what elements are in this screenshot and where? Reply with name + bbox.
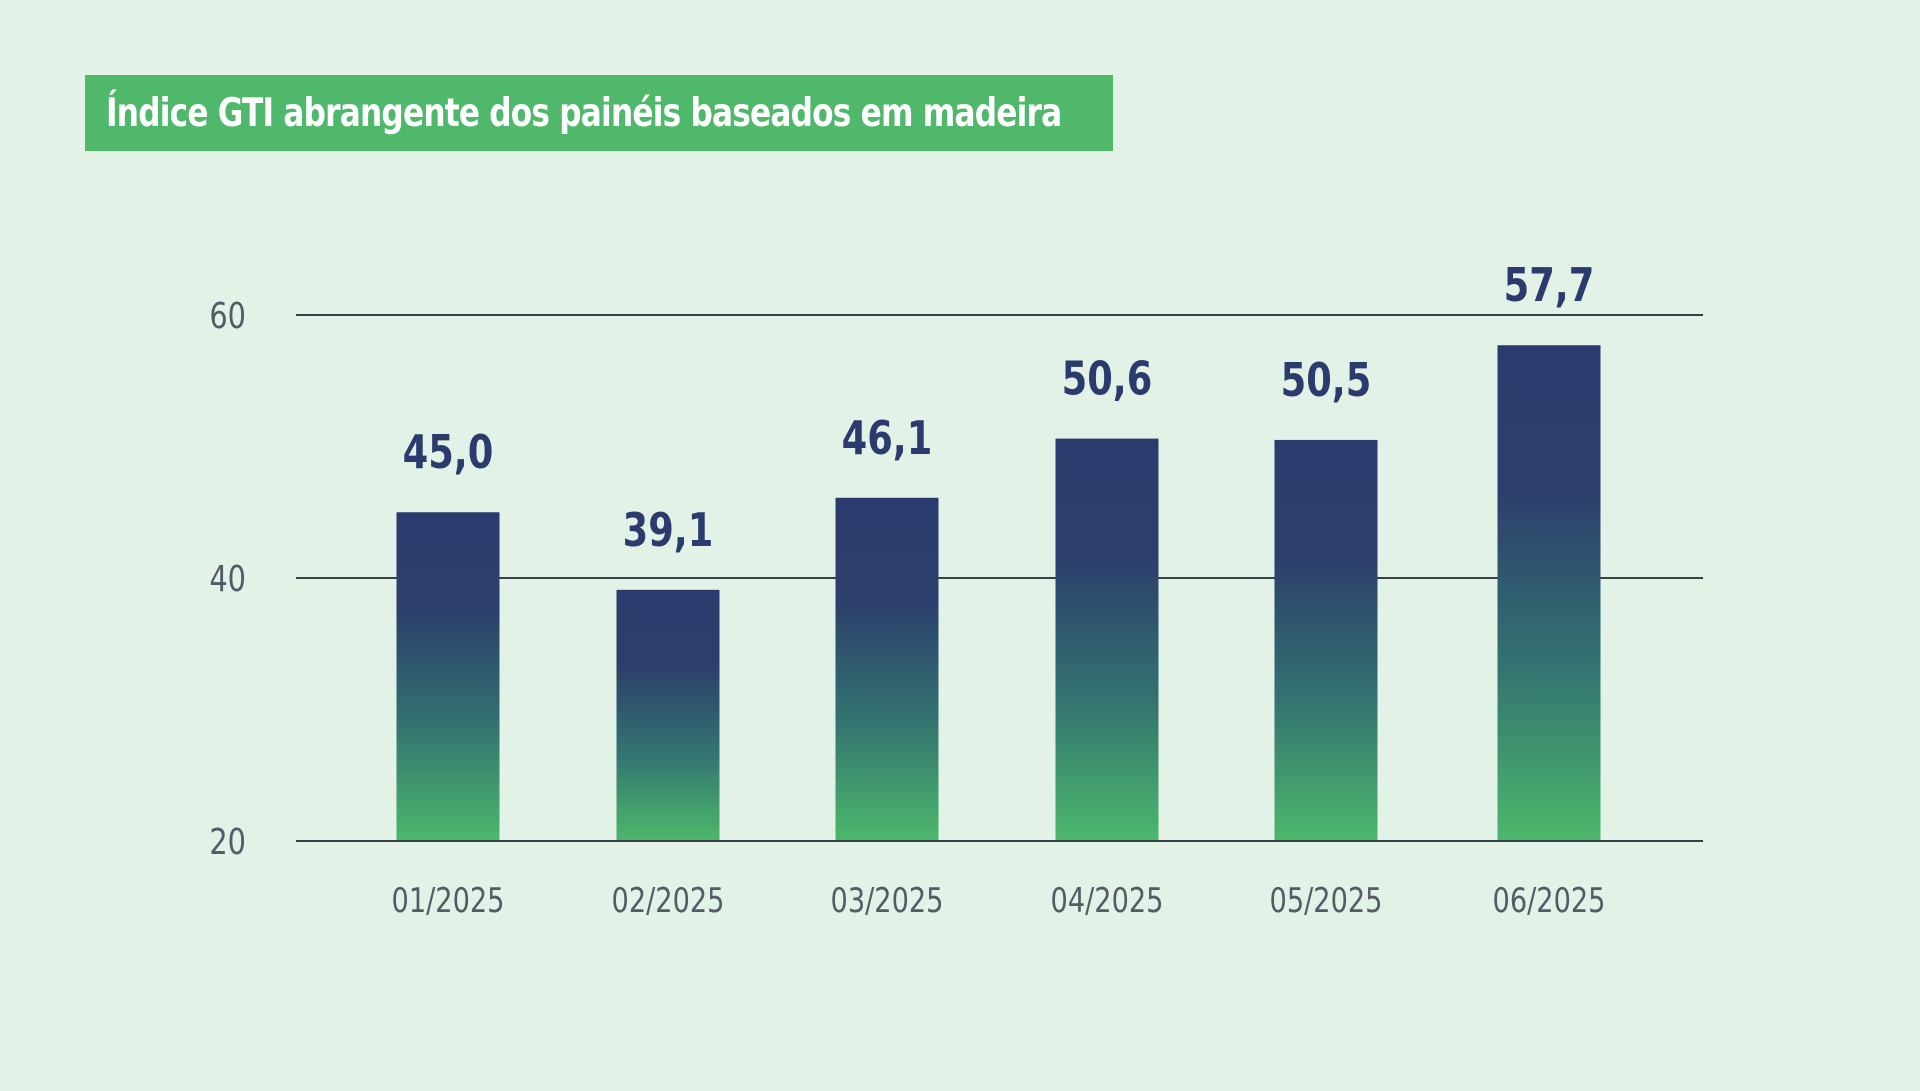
bars	[396, 345, 1601, 841]
bar-04-2025	[1055, 438, 1159, 841]
x-category-label: 05/2025	[1270, 881, 1383, 921]
x-category-label: 01/2025	[392, 881, 505, 921]
bar-value-label: 50,5	[1281, 353, 1372, 407]
x-category-label: 02/2025	[612, 881, 725, 921]
bar-value-label: 39,1	[623, 503, 714, 557]
y-tick-label: 40	[209, 558, 246, 600]
chart-title: Índice GTI abrangente dos painéis basead…	[106, 90, 1062, 136]
bar-value-label: 46,1	[842, 411, 933, 465]
x-category-label: 04/2025	[1051, 881, 1164, 921]
labels: 20 40 60 45,0 01/2025 39,1 02/2025 46,1 03/2025 5…	[209, 258, 1703, 921]
bar-02-2025	[616, 589, 720, 841]
x-category-label: 03/2025	[831, 881, 944, 921]
bar-06-2025	[1497, 345, 1601, 841]
y-tick-label: 20	[209, 821, 246, 863]
bar-05-2025	[1274, 439, 1378, 841]
bar-value-label: 45,0	[403, 425, 494, 479]
gridlines	[296, 314, 1703, 842]
bar-value-label: 50,6	[1062, 352, 1153, 406]
bar-01-2025	[396, 512, 500, 841]
bar-03-2025	[835, 497, 939, 841]
y-tick-label: 60	[209, 295, 246, 337]
x-category-label: 06/2025	[1493, 881, 1606, 921]
bar-value-label: 57,7	[1504, 258, 1595, 312]
chart-title-banner: Índice GTI abrangente dos painéis basead…	[85, 75, 1113, 151]
